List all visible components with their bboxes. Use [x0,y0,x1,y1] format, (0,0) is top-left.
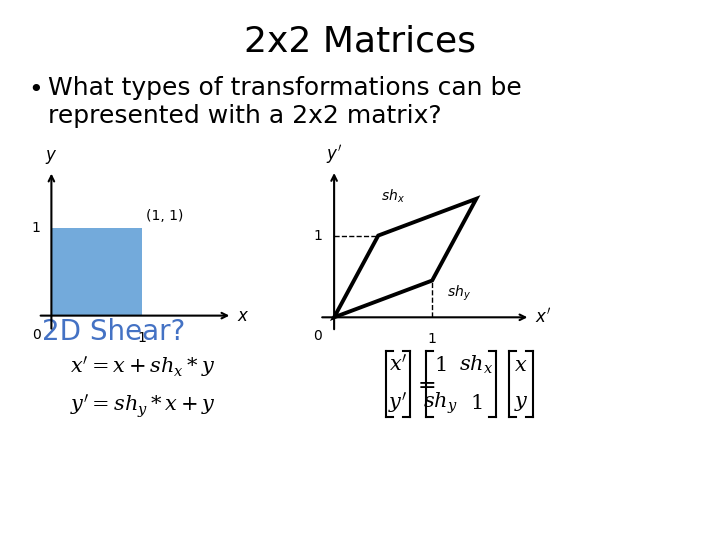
Text: What types of transformations can be: What types of transformations can be [48,76,522,100]
Text: 2x2 Matrices: 2x2 Matrices [244,25,476,59]
Text: 0: 0 [32,328,40,342]
Text: 1: 1 [428,332,436,346]
Text: $sh_x$: $sh_x$ [381,187,405,205]
Polygon shape [51,228,142,315]
Polygon shape [334,199,476,318]
Text: $y$: $y$ [513,393,528,413]
Text: 1: 1 [138,332,146,346]
Text: $=$: $=$ [413,374,435,394]
Text: 1: 1 [313,228,323,242]
Text: $sh_y$: $sh_y$ [423,390,457,416]
Text: $y$: $y$ [45,148,58,166]
Text: $sh_y$: $sh_y$ [447,284,471,303]
Text: $sh_x$: $sh_x$ [459,354,493,376]
Text: 2D Shear?: 2D Shear? [42,318,185,346]
Text: 1: 1 [32,221,40,235]
Text: $x'$: $x'$ [389,354,408,376]
Text: $1$: $1$ [470,393,482,413]
Text: $x$: $x$ [237,307,249,325]
Text: $y' = sh_y * x + y$: $y' = sh_y * x + y$ [70,392,216,420]
Text: represented with a 2x2 matrix?: represented with a 2x2 matrix? [48,104,441,128]
Text: $x$: $x$ [514,355,528,375]
Text: $1$: $1$ [434,355,446,375]
Text: $y'$: $y'$ [326,143,342,166]
Text: 0: 0 [314,329,323,343]
Text: •: • [28,78,42,102]
Text: $y'$: $y'$ [388,390,408,416]
Text: $x' = x + sh_x * y$: $x' = x + sh_x * y$ [70,355,215,380]
Text: $x'$: $x'$ [535,308,552,327]
Text: (1, 1): (1, 1) [146,210,184,224]
